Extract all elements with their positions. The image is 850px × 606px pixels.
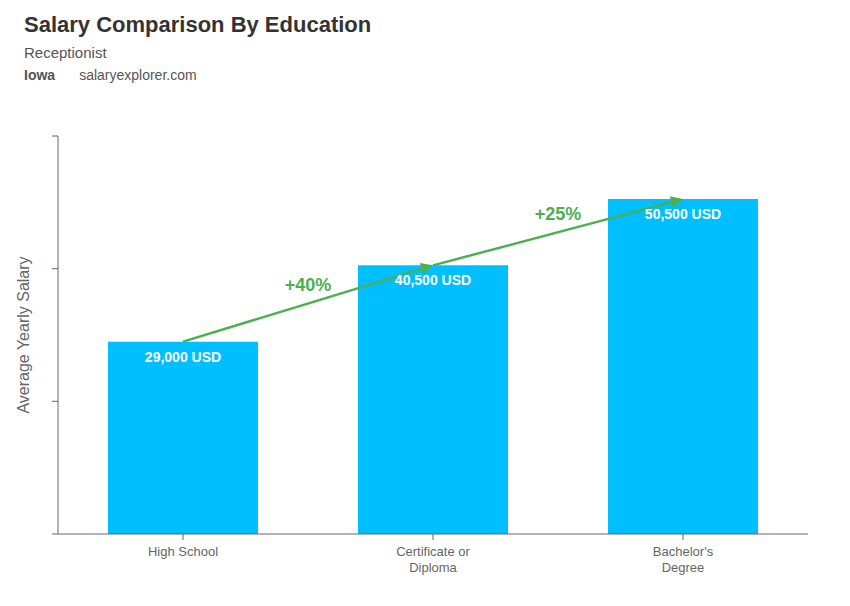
html-text:salaryexplorer.com: salaryexplorer.com [79, 67, 197, 83]
html-text:Salary Comparison By Education: Salary Comparison By Education [24, 12, 372, 37]
svg-text:+25%: +25% [535, 204, 582, 224]
svg-text:High School: High School [148, 544, 218, 559]
svg-text:Average Yearly Salary: Average Yearly Salary [15, 256, 32, 413]
svg-text:50,500 USD: 50,500 USD [645, 206, 721, 222]
html-text:Iowa: Iowa [24, 67, 56, 83]
svg-text:29,000 USD: 29,000 USD [145, 349, 221, 365]
svg-text:40,500 USD: 40,500 USD [395, 272, 471, 288]
svg-text:Bachelor'sDegree: Bachelor'sDegree [653, 544, 714, 575]
svg-text:+40%: +40% [285, 275, 332, 295]
svg-text:Certificate orDiploma: Certificate orDiploma [396, 544, 470, 575]
html-text:Receptionist: Receptionist [24, 44, 107, 61]
